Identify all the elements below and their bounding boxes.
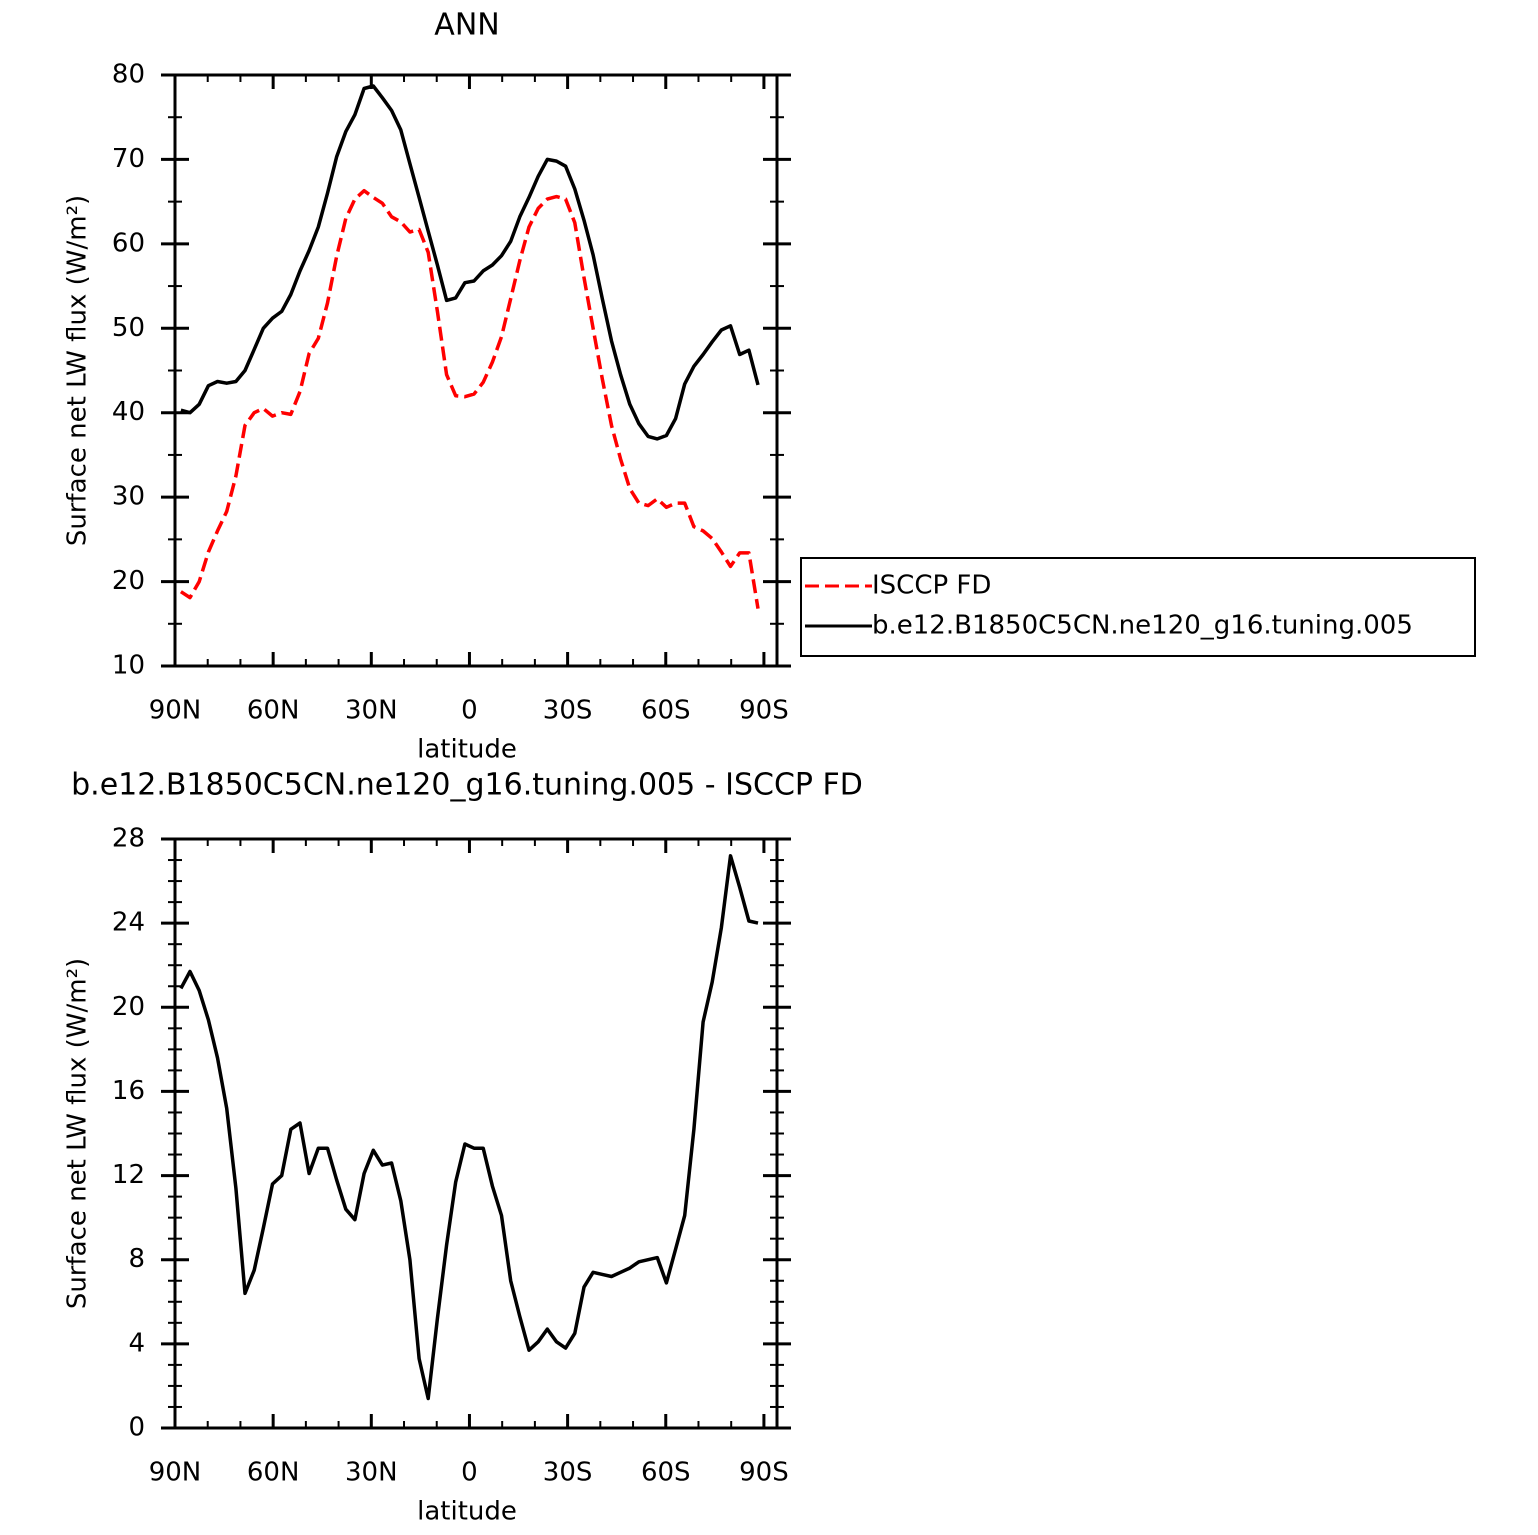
data-line [179,188,760,609]
y-axis-label: Surface net LW flux (W/m²) [63,958,93,1309]
x-tick-label: 30N [345,696,398,726]
y-tick-label: 20 [112,566,145,596]
y-tick-label: 10 [112,651,145,681]
y-tick-label: 70 [112,144,145,174]
legend-label: b.e12.B1850C5CN.ne120_g16.tuning.005 [872,611,1413,641]
legend-label: ISCCP FD [872,571,991,601]
x-tick-label: 60N [247,1458,300,1488]
y-tick-label: 0 [128,1413,145,1443]
x-tick-label: 30N [345,1458,398,1488]
y-tick-label: 30 [112,482,145,512]
y-tick-label: 16 [112,1076,145,1106]
x-tick-label: 90N [149,696,202,726]
y-tick-label: 4 [128,1328,145,1358]
y-tick-label: 20 [112,992,145,1022]
x-tick-label: 0 [461,696,478,726]
plot-frame [173,73,779,668]
y-tick-label: 24 [112,908,145,938]
x-axis-label: latitude [417,735,517,765]
legend-box [800,557,1476,657]
y-tick-label: 80 [112,60,145,90]
data-line [180,84,760,441]
x-tick-label: 60S [641,696,691,726]
data-line [179,854,759,1401]
x-tick-label: 30S [543,1458,593,1488]
y-tick-label: 8 [128,1244,145,1274]
x-tick-label: 90N [149,1458,202,1488]
y-tick-label: 12 [112,1160,145,1190]
y-tick-label: 60 [112,228,145,258]
y-axis-label: Surface net LW flux (W/m²) [63,195,93,546]
y-tick-label: 28 [112,824,145,854]
x-tick-label: 60S [641,1458,691,1488]
x-tick-label: 90S [739,696,789,726]
x-tick-label: 30S [543,696,593,726]
y-tick-label: 50 [112,313,145,343]
chart-title: ANN [434,8,499,43]
x-tick-label: 0 [461,1458,478,1488]
x-tick-label: 60N [247,696,300,726]
plot-frame [173,837,779,1430]
x-tick-label: 90S [739,1458,789,1488]
chart-title: b.e12.B1850C5CN.ne120_g16.tuning.005 - I… [71,768,863,803]
y-tick-label: 40 [112,397,145,427]
x-axis-label: latitude [417,1497,517,1527]
